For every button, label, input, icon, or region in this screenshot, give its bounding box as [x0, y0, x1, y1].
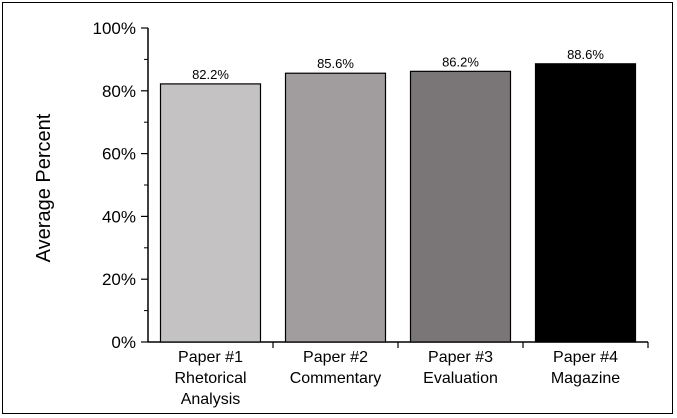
- x-tick-label: Analysis: [181, 391, 241, 408]
- y-tick-label: 0%: [111, 333, 136, 352]
- x-tick-labels: Paper #1 Rhetorical Analysis Paper #2 Commen…: [174, 342, 649, 408]
- y-tick-label: 40%: [102, 207, 136, 226]
- bar: [284, 72, 387, 343]
- bar: [534, 63, 637, 343]
- x-tick-label: Paper #2: [303, 349, 368, 366]
- x-tick-label: Paper #1: [178, 349, 243, 366]
- bar-value-label: 88.6%: [567, 47, 604, 62]
- y-tick-label: 60%: [102, 145, 136, 164]
- y-tick-label: 100%: [93, 19, 136, 38]
- bars: 82.2% 85.6% 86.2% 88.6%: [159, 47, 637, 343]
- x-tick-label: Evaluation: [423, 370, 498, 387]
- bar-value-label: 86.2%: [442, 54, 479, 69]
- bar-value-label: 82.2%: [192, 67, 229, 82]
- bar: [409, 70, 512, 343]
- y-tick-label: 20%: [102, 270, 136, 289]
- x-tick-label: Magazine: [551, 370, 620, 387]
- x-tick-label: Rhetorical: [174, 370, 246, 387]
- bar: [159, 83, 262, 343]
- bar-value-label: 85.6%: [317, 56, 354, 71]
- x-tick-label: Paper #4: [553, 349, 618, 366]
- x-tick-label: Paper #3: [428, 349, 493, 366]
- x-tick-label: Commentary: [290, 370, 382, 387]
- y-ticks: 0% 20% 40% 60% 80% 100%: [93, 19, 148, 352]
- y-tick-label: 80%: [102, 82, 136, 101]
- y-axis-label: Average Percent: [33, 113, 55, 262]
